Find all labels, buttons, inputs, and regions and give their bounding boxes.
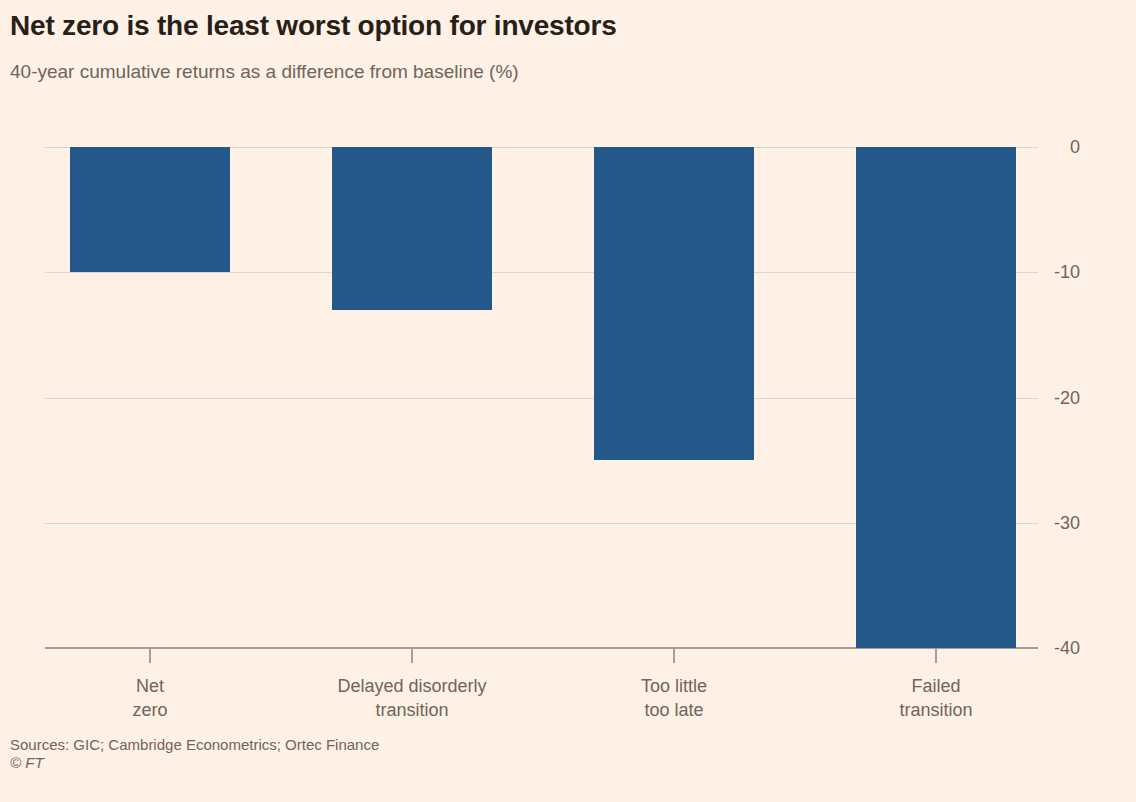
x-axis-label-failed-transition: Failed transition: [806, 674, 1066, 722]
bar-failed-transition: [856, 147, 1016, 648]
x-axis-tick-failed-transition: [935, 649, 937, 663]
chart-title: Net zero is the least worst option for i…: [10, 8, 617, 43]
x-axis-label-too-little-too-late: Too little too late: [544, 674, 804, 722]
source-note: Sources: GIC; Cambridge Econometrics; Or…: [10, 735, 379, 755]
gridline--10: [45, 272, 1038, 273]
x-axis-tick-too-little-too-late: [673, 649, 675, 663]
y-axis-tick-label--20: -20: [1010, 387, 1080, 408]
plot-area: 0 -10 -20 -30 -40 Net zeroDelayed disorderly …: [0, 0, 1136, 802]
gridline--20: [45, 398, 1038, 399]
y-axis-tick-label--30: -30: [1010, 512, 1080, 533]
x-axis-line: [45, 647, 1038, 649]
x-axis-tick-delayed-disorderly-transition: [411, 649, 413, 663]
gridline--30: [45, 523, 1038, 524]
y-axis-tick-label--10: -10: [1010, 262, 1080, 283]
copyright-note: © FT: [10, 754, 44, 771]
chart-figure: Net zero is the least worst option for i…: [0, 0, 1136, 802]
gridline-0: [45, 147, 1038, 148]
y-axis-tick-label-0: 0: [1010, 137, 1080, 158]
chart-subtitle: 40-year cumulative returns as a differen…: [10, 60, 519, 85]
x-axis-label-net-zero: Net zero: [20, 674, 280, 722]
bar-delayed-disorderly-transition: [332, 147, 492, 310]
x-axis-tick-net-zero: [149, 649, 151, 663]
bar-net-zero: [70, 147, 230, 272]
x-axis-label-delayed-disorderly-transition: Delayed disorderly transition: [282, 674, 542, 722]
y-axis-tick-label--40: -40: [1010, 638, 1080, 659]
bar-too-little-too-late: [594, 147, 754, 460]
